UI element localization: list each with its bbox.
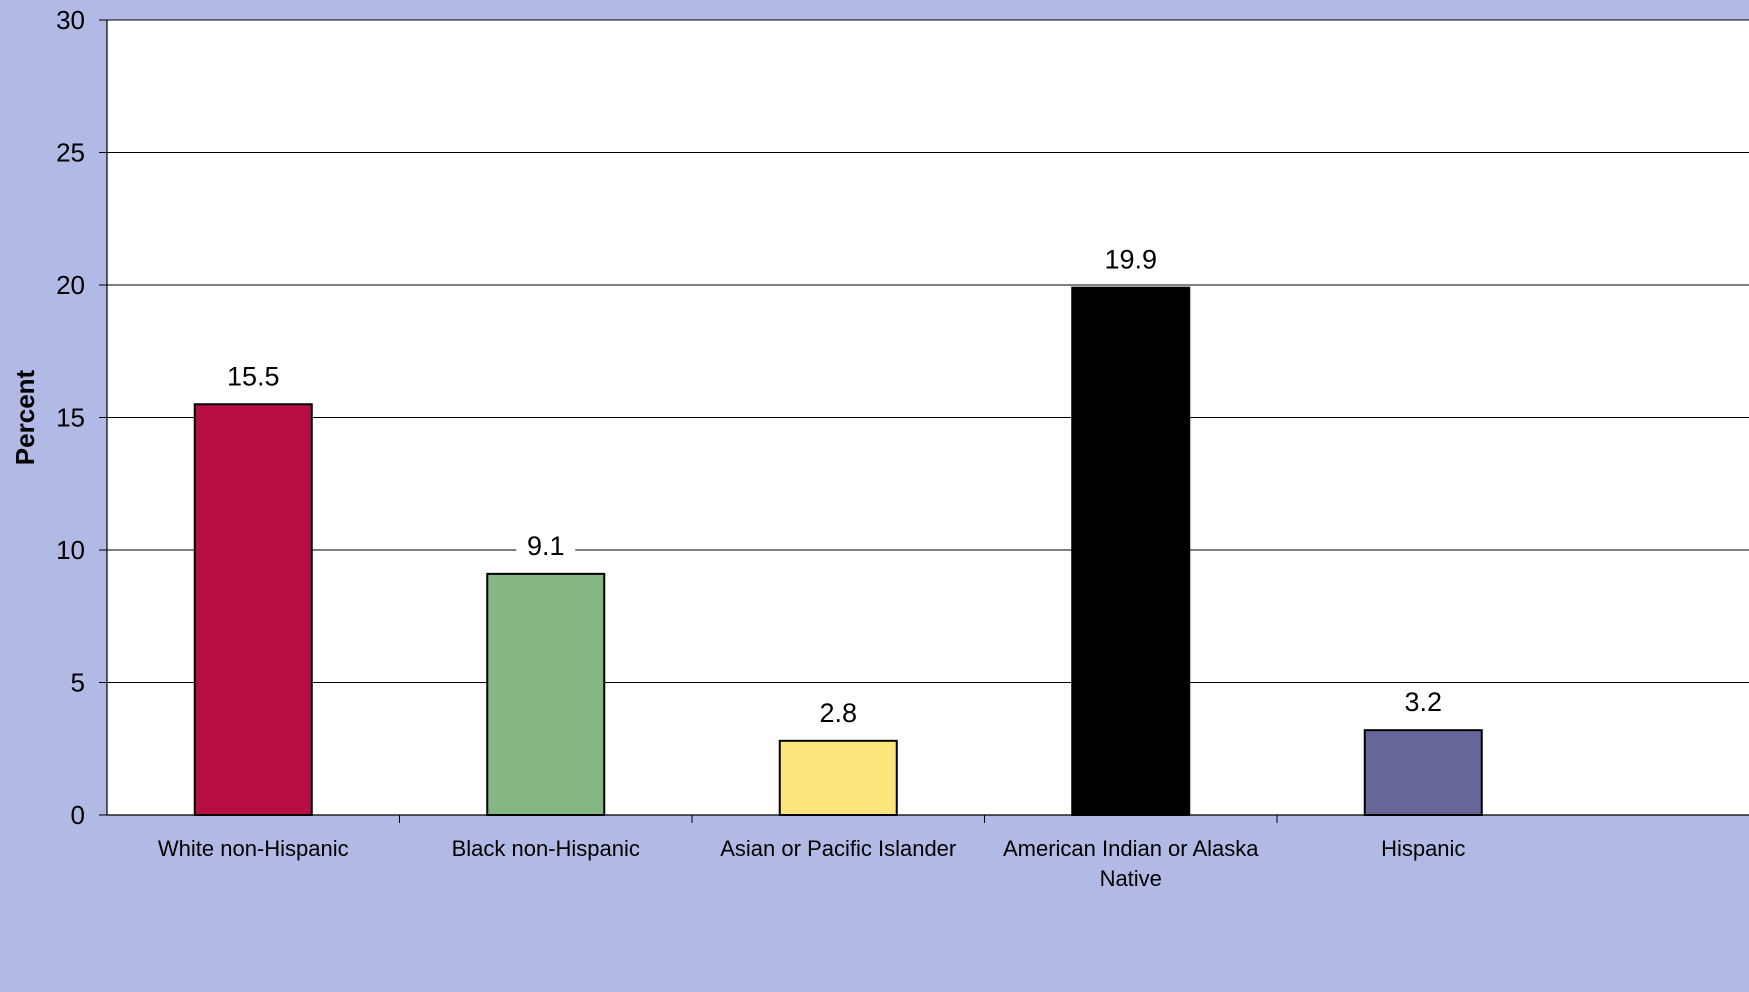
x-category-label: Black non-Hispanic [452, 836, 640, 861]
data-label: 3.2 [1404, 687, 1442, 717]
y-tick-label: 10 [56, 535, 85, 565]
x-category-label: Hispanic [1381, 836, 1465, 861]
bars [193, 286, 1483, 817]
data-label-background [516, 526, 576, 561]
x-category-label: White non-Hispanic [158, 836, 349, 861]
data-label: 9.1 [527, 531, 565, 561]
y-tick-label: 25 [56, 138, 85, 168]
bar-american-indian-or-alaska-native [1071, 286, 1191, 816]
bar-white-non-hispanic [193, 403, 313, 816]
data-label-background [1393, 683, 1453, 718]
bar-black-non-hispanic [486, 572, 606, 816]
x-category-label: Native [1100, 866, 1162, 891]
data-label: 2.8 [819, 698, 857, 728]
bar-asian-or-pacific-islander [778, 739, 898, 816]
y-tick-label: 30 [56, 5, 85, 35]
bar-hispanic [1363, 729, 1483, 817]
tick-labels: 0 5 10 15 20 25 30 White non-Hispanic Black non-… [56, 5, 1465, 891]
data-label-background [808, 693, 868, 728]
x-category-label: Asian or Pacific Islander [720, 836, 956, 861]
y-axis-title: Percent [10, 369, 40, 465]
data-label-background [1093, 240, 1168, 275]
x-category-label: American Indian or Alaska [1003, 836, 1259, 861]
data-label: 19.9 [1104, 245, 1157, 275]
data-label: 15.5 [227, 361, 280, 391]
data-labels: 15.5 9.1 2.8 19.9 3.2 [216, 240, 1453, 728]
y-tick-label: 20 [56, 270, 85, 300]
y-tick-label: 15 [56, 403, 85, 433]
y-tick-label: 5 [71, 668, 85, 698]
data-label-background [216, 357, 291, 392]
y-tick-label: 0 [71, 800, 85, 830]
gridlines [107, 19, 1749, 683]
